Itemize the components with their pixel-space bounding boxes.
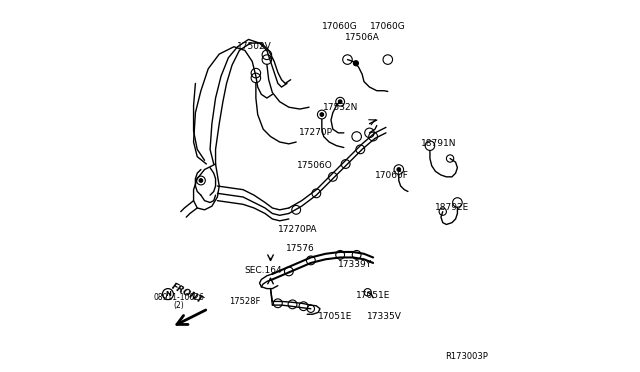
Text: 17339Y: 17339Y (338, 260, 372, 269)
Circle shape (320, 113, 324, 116)
Text: FRONT: FRONT (170, 282, 205, 305)
Text: 17506A: 17506A (345, 33, 380, 42)
Text: 18791N: 18791N (421, 140, 457, 148)
Text: (2): (2) (173, 301, 184, 310)
Text: 17051E: 17051E (356, 291, 390, 301)
Text: 17335V: 17335V (367, 312, 401, 321)
Text: 17060G: 17060G (323, 22, 358, 31)
Text: SEC.164: SEC.164 (244, 266, 282, 275)
Circle shape (199, 179, 203, 182)
Circle shape (397, 168, 401, 171)
Text: 17051E: 17051E (317, 312, 352, 321)
Text: 17060G: 17060G (370, 22, 406, 31)
Text: 17576: 17576 (285, 244, 314, 253)
Text: 17528F: 17528F (229, 297, 260, 306)
Text: 17270PA: 17270PA (278, 225, 318, 234)
Text: N: N (165, 291, 171, 297)
Text: R173003P: R173003P (445, 352, 488, 361)
Text: 17532N: 17532N (323, 103, 358, 112)
Circle shape (339, 100, 342, 103)
Text: 17502V: 17502V (237, 42, 271, 51)
Text: 17270P: 17270P (300, 128, 333, 137)
Circle shape (353, 61, 358, 66)
Text: 17506O: 17506O (296, 161, 332, 170)
Text: 08911-10626: 08911-10626 (154, 293, 204, 302)
Text: 17060F: 17060F (374, 170, 408, 180)
Text: 18792E: 18792E (435, 203, 469, 212)
